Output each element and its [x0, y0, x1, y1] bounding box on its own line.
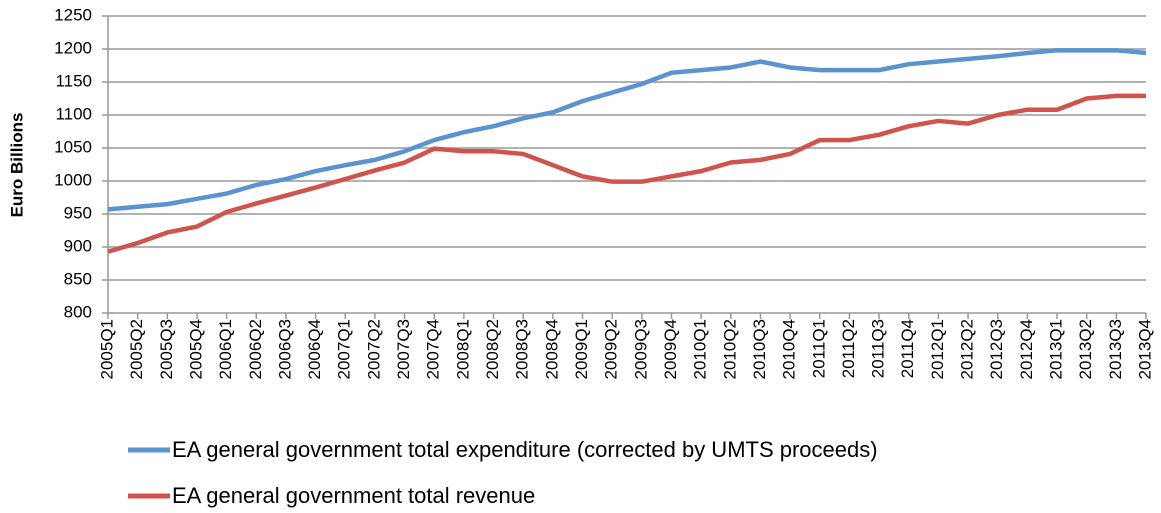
x-tick-label: 2009Q2	[602, 319, 621, 380]
legend: EA general government total expenditure …	[128, 437, 878, 508]
x-tick-label: 2011Q3	[869, 319, 888, 378]
x-tick-label: 2011Q1	[809, 319, 828, 378]
x-tick-label: 2012Q3	[987, 319, 1006, 380]
x-tick-label: 2005Q4	[186, 319, 205, 380]
series-line	[107, 48, 1147, 212]
y-tick-label: 1250	[54, 5, 92, 24]
y-tick-label: 850	[64, 269, 92, 288]
legend-label: EA general government total expenditure …	[172, 437, 878, 462]
y-tick-label: 800	[64, 302, 92, 321]
y-tick-label: 1000	[54, 170, 92, 189]
x-tick-label: 2006Q1	[216, 319, 235, 380]
x-tick-label: 2006Q3	[275, 319, 294, 380]
y-axis-label: Euro Billions	[7, 113, 26, 218]
x-tick-label: 2010Q1	[691, 319, 710, 380]
x-tick-label: 2007Q3	[394, 319, 413, 380]
x-tick-label: 2010Q4	[780, 319, 799, 380]
x-tick-label: 2007Q2	[364, 319, 383, 380]
x-tick-label: 2008Q3	[513, 319, 532, 380]
x-tick-label: 2005Q3	[157, 319, 176, 380]
x-tick-label: 2005Q1	[97, 319, 116, 380]
series-line	[107, 93, 1146, 254]
y-tick-label: 1100	[55, 104, 92, 123]
x-tick-label: 2007Q1	[335, 319, 354, 380]
x-tick-label: 2008Q1	[453, 319, 472, 380]
x-tick-label: 2009Q4	[661, 319, 680, 380]
x-tick-label: 2008Q2	[483, 319, 502, 380]
y-tick-label: 900	[64, 236, 92, 255]
x-tick-label: 2006Q4	[305, 319, 324, 380]
x-tick-label: 2009Q3	[631, 319, 650, 380]
y-tick-label: 1150	[55, 71, 92, 90]
x-tick-label: 2007Q4	[424, 319, 443, 380]
x-tick-label: 2008Q4	[542, 319, 561, 380]
x-tick-label: 2010Q2	[720, 319, 739, 380]
x-tick-label: 2013Q3	[1106, 319, 1125, 380]
legend-label: EA general government total revenue	[172, 483, 535, 508]
x-tick-label: 2013Q4	[1135, 319, 1154, 380]
x-tick-label: 2009Q1	[572, 319, 591, 380]
x-tick-label: 2006Q2	[246, 319, 265, 380]
x-tick-label: 2012Q4	[1017, 319, 1036, 380]
y-tick-label: 1050	[54, 137, 92, 156]
x-tick-label: 2012Q2	[958, 319, 977, 380]
y-tick-label: 1200	[54, 38, 92, 57]
x-tick-label: 2011Q4	[898, 319, 917, 378]
x-tick-label: 2005Q2	[127, 319, 146, 380]
x-tick-label: 2010Q3	[750, 319, 769, 380]
x-tick-label: 2013Q1	[1047, 319, 1066, 380]
x-tick-label: 2011Q2	[839, 319, 858, 378]
x-tick-label: 2013Q2	[1076, 319, 1095, 380]
x-tick-label: 2012Q1	[928, 319, 947, 380]
y-tick-label: 950	[64, 203, 92, 222]
